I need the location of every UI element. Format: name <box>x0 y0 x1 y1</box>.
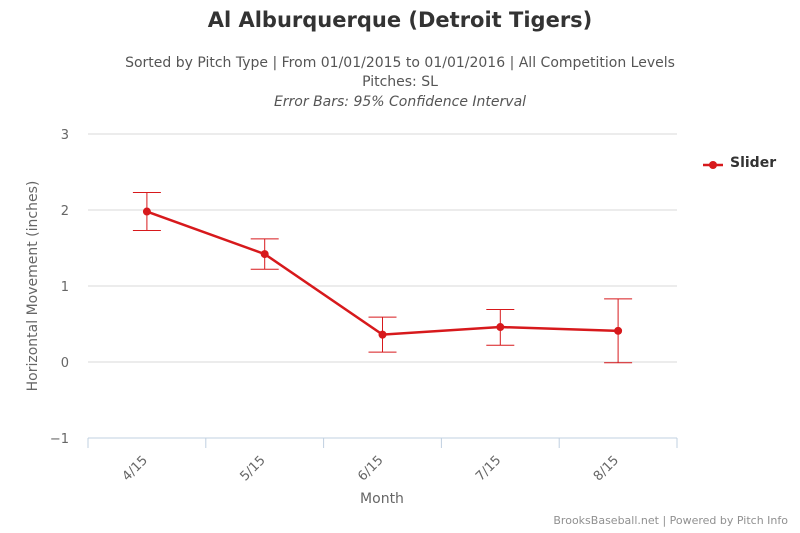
chart-subtitle-pitches: Pitches: SL <box>362 74 438 90</box>
data-point[interactable] <box>614 326 623 335</box>
y-tick-label: 3 <box>61 128 69 143</box>
error-bars <box>132 192 633 364</box>
x-tick-label: 6/15 <box>355 453 386 484</box>
data-point[interactable] <box>260 250 269 259</box>
legend-label: Slider <box>730 155 777 171</box>
chart-subtitle: Sorted by Pitch Type | From 01/01/2015 t… <box>125 55 675 71</box>
x-tick-label: 7/15 <box>473 453 504 484</box>
x-axis-label: Month <box>360 491 404 507</box>
x-tick-label: 4/15 <box>120 453 151 484</box>
y-tick-label: 0 <box>61 356 69 371</box>
y-tick-labels: 3 2 1 0 −1 <box>50 128 69 447</box>
series-line[interactable] <box>146 210 619 336</box>
series-slider[interactable] <box>142 207 623 339</box>
y-tick-label: 2 <box>61 204 69 219</box>
chart-subtitle-error-bars: Error Bars: 95% Confidence Interval <box>273 94 527 110</box>
y-axis-label: Horizontal Movement (inches) <box>25 181 41 392</box>
y-tick-label: −1 <box>50 432 69 447</box>
x-tick-label: 8/15 <box>591 453 622 484</box>
y-tick-label: 1 <box>61 280 69 295</box>
data-point[interactable] <box>496 323 505 332</box>
credits[interactable]: BrooksBaseball.net | Powered by Pitch In… <box>553 514 788 527</box>
data-point[interactable] <box>378 330 387 339</box>
grid <box>88 133 677 363</box>
legend-symbol <box>703 161 723 169</box>
x-axis: 4/15 5/15 6/15 7/15 8/15 <box>87 437 678 484</box>
legend-item-slider[interactable]: Slider <box>700 154 790 176</box>
data-point[interactable] <box>142 207 151 216</box>
chart-title: Al Alburquerque (Detroit Tigers) <box>207 8 593 32</box>
x-tick-label: 5/15 <box>237 453 268 484</box>
